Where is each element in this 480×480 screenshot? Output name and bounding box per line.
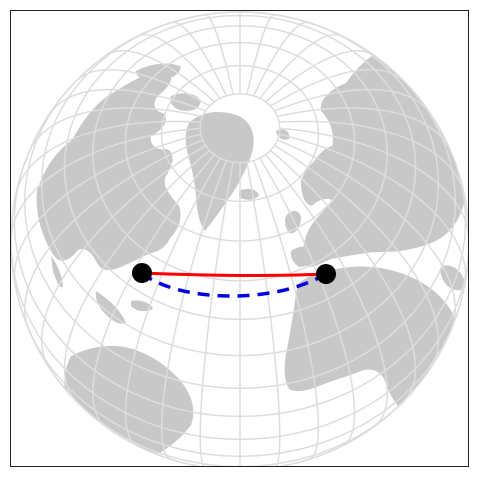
meridian-line (138, 33, 221, 99)
meridian-line (259, 157, 356, 447)
west-endpoint-marker (132, 263, 152, 283)
parallel-line (63, 14, 417, 321)
meridian-line (14, 120, 201, 195)
meridian-line (277, 139, 456, 328)
meridian-line (76, 68, 210, 107)
parallel-line (11, 240, 468, 441)
meridian-line (24, 139, 203, 328)
meridian-line (277, 107, 452, 152)
meridian-line (205, 13, 234, 95)
parallel-line (13, 167, 467, 418)
parallel-line (24, 86, 456, 389)
meridian-line (92, 154, 215, 426)
meridian-line (246, 13, 275, 95)
map-panel (10, 10, 469, 467)
meridian-line (50, 88, 206, 112)
parallel-line (92, 25, 388, 282)
baja-florida-detail (51, 256, 63, 288)
meridian-line (279, 120, 466, 195)
iberia-landmass (290, 246, 317, 267)
meridian-line (124, 157, 221, 447)
parallel-line (74, 399, 406, 466)
parallel-line (124, 41, 356, 242)
rhumb-line (141, 271, 327, 278)
meridian-line (265, 50, 375, 103)
iceland-landmass (239, 188, 259, 200)
land-masses (36, 43, 468, 461)
meridian-line (172, 21, 228, 97)
meridian-line (259, 33, 342, 99)
globe-map (11, 11, 468, 466)
north-america-landmass (36, 69, 181, 271)
great-circle-route (140, 271, 327, 298)
graticule (11, 12, 468, 466)
parallel-line (199, 93, 281, 164)
central-america-landmass (95, 291, 126, 324)
parallel-line (24, 320, 456, 457)
meridian-line (28, 107, 203, 152)
meridian-line (252, 21, 308, 97)
east-endpoint-marker (316, 264, 336, 284)
meridian-line (270, 68, 404, 107)
meridian-line (274, 88, 430, 112)
meridian-line (105, 50, 215, 103)
parallel-line (160, 64, 320, 202)
meridian-line (265, 154, 388, 426)
africa-landmass (284, 266, 457, 413)
